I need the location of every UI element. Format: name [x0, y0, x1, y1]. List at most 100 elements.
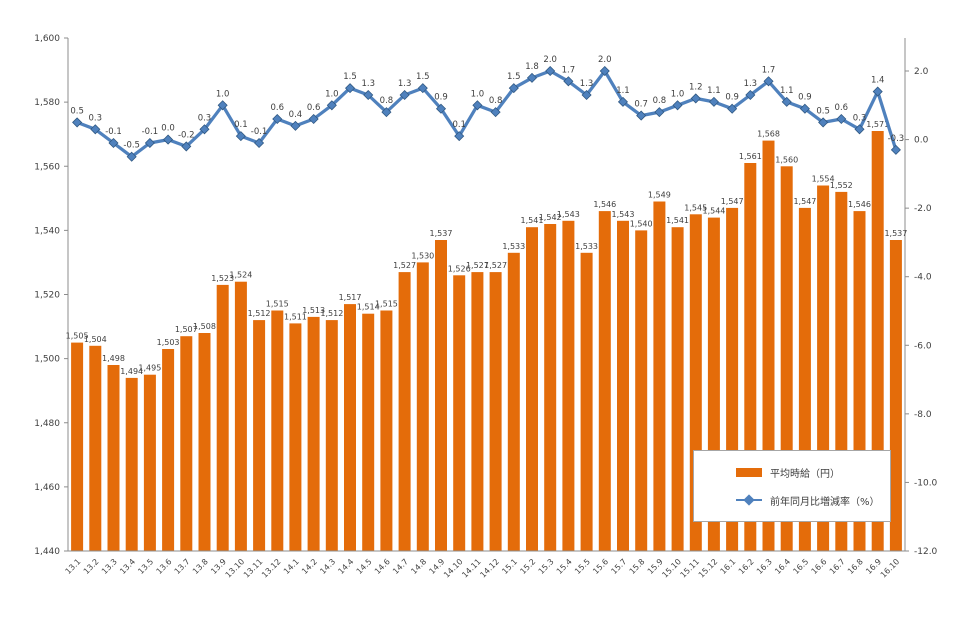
bar[interactable] [216, 284, 229, 551]
line-point[interactable] [363, 89, 374, 101]
right-axis-tick-label: -10.0 [914, 478, 938, 488]
bar[interactable] [344, 304, 356, 551]
line-point[interactable] [490, 107, 501, 118]
line-point[interactable] [308, 113, 319, 125]
line-point[interactable] [890, 144, 901, 155]
bar[interactable] [671, 227, 684, 551]
legend-item-line[interactable]: 前年同月比増減率（%） [736, 494, 890, 508]
bar[interactable] [271, 310, 284, 552]
line-point[interactable] [854, 124, 865, 135]
line-point[interactable] [818, 117, 829, 128]
line-point[interactable] [545, 65, 556, 77]
bar[interactable] [125, 377, 138, 551]
bar[interactable] [471, 272, 484, 551]
line-point[interactable] [326, 100, 337, 111]
bar-label: 1,554 [812, 174, 835, 183]
bar-label: 1,547 [793, 197, 816, 206]
line-point[interactable] [727, 103, 738, 114]
bar[interactable] [416, 262, 429, 551]
bar-label: 1,513 [302, 306, 325, 315]
line-point[interactable] [72, 117, 83, 128]
line-point[interactable] [526, 72, 538, 83]
bar[interactable] [598, 211, 611, 551]
bar[interactable] [635, 230, 648, 551]
line-point[interactable] [345, 83, 356, 94]
line-point[interactable] [399, 89, 410, 101]
line-point[interactable] [654, 107, 665, 118]
bar[interactable] [580, 252, 593, 552]
line-point[interactable] [690, 93, 701, 104]
line-point[interactable] [417, 83, 428, 94]
line-point[interactable] [472, 100, 483, 111]
left-axis-tick-label: 1,440 [34, 547, 60, 557]
line-series[interactable] [75, 69, 898, 159]
line-label: 0.8 [489, 96, 503, 106]
bar[interactable] [162, 349, 175, 551]
bar[interactable] [325, 320, 338, 551]
line-point[interactable] [108, 137, 119, 149]
line-label: 0.4 [289, 110, 303, 120]
line-point[interactable] [199, 124, 210, 135]
line-point[interactable] [381, 107, 392, 118]
bar[interactable] [562, 220, 575, 552]
line-point[interactable] [181, 141, 192, 152]
bar[interactable] [198, 333, 211, 551]
line-point[interactable] [144, 137, 155, 149]
line-point[interactable] [636, 110, 647, 121]
left-axis-tick-label: 1,500 [34, 355, 60, 365]
bar[interactable] [544, 224, 557, 551]
line-point[interactable] [836, 113, 847, 125]
line-point[interactable] [290, 120, 301, 131]
bar[interactable] [89, 345, 102, 551]
line-point[interactable] [581, 89, 592, 101]
bar[interactable] [180, 336, 193, 551]
line-point[interactable] [745, 89, 756, 101]
line-point[interactable] [90, 124, 101, 135]
x-axis-tick-label: 15.5 [573, 557, 592, 576]
bar[interactable] [253, 320, 266, 551]
bar[interactable] [234, 281, 247, 551]
bar[interactable] [526, 227, 538, 551]
line-point[interactable] [617, 96, 628, 107]
bar[interactable] [435, 240, 447, 551]
bar[interactable] [762, 140, 775, 551]
bar-label: 1,541 [666, 216, 689, 225]
bar[interactable] [453, 275, 466, 551]
line-point[interactable] [508, 83, 519, 94]
line-point[interactable] [126, 151, 137, 162]
line-point[interactable] [763, 76, 774, 87]
line-point[interactable] [781, 96, 792, 107]
bar[interactable] [362, 313, 375, 551]
chart-legend: 平均時給（円） 前年同月比増減率（%） [693, 450, 891, 522]
line-point[interactable] [708, 96, 719, 107]
line-point[interactable] [872, 86, 883, 97]
bar[interactable] [380, 310, 393, 552]
legend-item-bar[interactable]: 平均時給（円） [736, 466, 890, 480]
line-point[interactable] [672, 100, 683, 111]
line-point[interactable] [254, 137, 265, 149]
bar[interactable] [289, 323, 302, 551]
x-axis-tick-label: 13.1 [64, 557, 83, 576]
bar[interactable] [143, 374, 156, 551]
line-point[interactable] [799, 103, 810, 114]
bar[interactable] [107, 365, 120, 551]
bar[interactable] [489, 272, 502, 551]
line-point[interactable] [435, 103, 447, 114]
bar[interactable] [71, 342, 84, 551]
legend-label-line: 前年同月比増減率（%） [770, 496, 880, 508]
line-label: 0.3 [89, 113, 103, 123]
bar[interactable] [398, 272, 411, 551]
line-point[interactable] [454, 131, 465, 142]
line-point[interactable] [599, 65, 610, 77]
bar[interactable] [507, 252, 520, 552]
line-point[interactable] [235, 131, 246, 142]
bar[interactable] [653, 201, 666, 552]
bar[interactable] [889, 240, 902, 551]
line-point[interactable] [272, 113, 283, 125]
line-point[interactable] [563, 76, 574, 87]
line-point[interactable] [217, 100, 228, 111]
bar[interactable] [617, 220, 629, 552]
bar[interactable] [307, 316, 320, 551]
line-point[interactable] [163, 134, 174, 145]
bar[interactable] [871, 131, 884, 551]
